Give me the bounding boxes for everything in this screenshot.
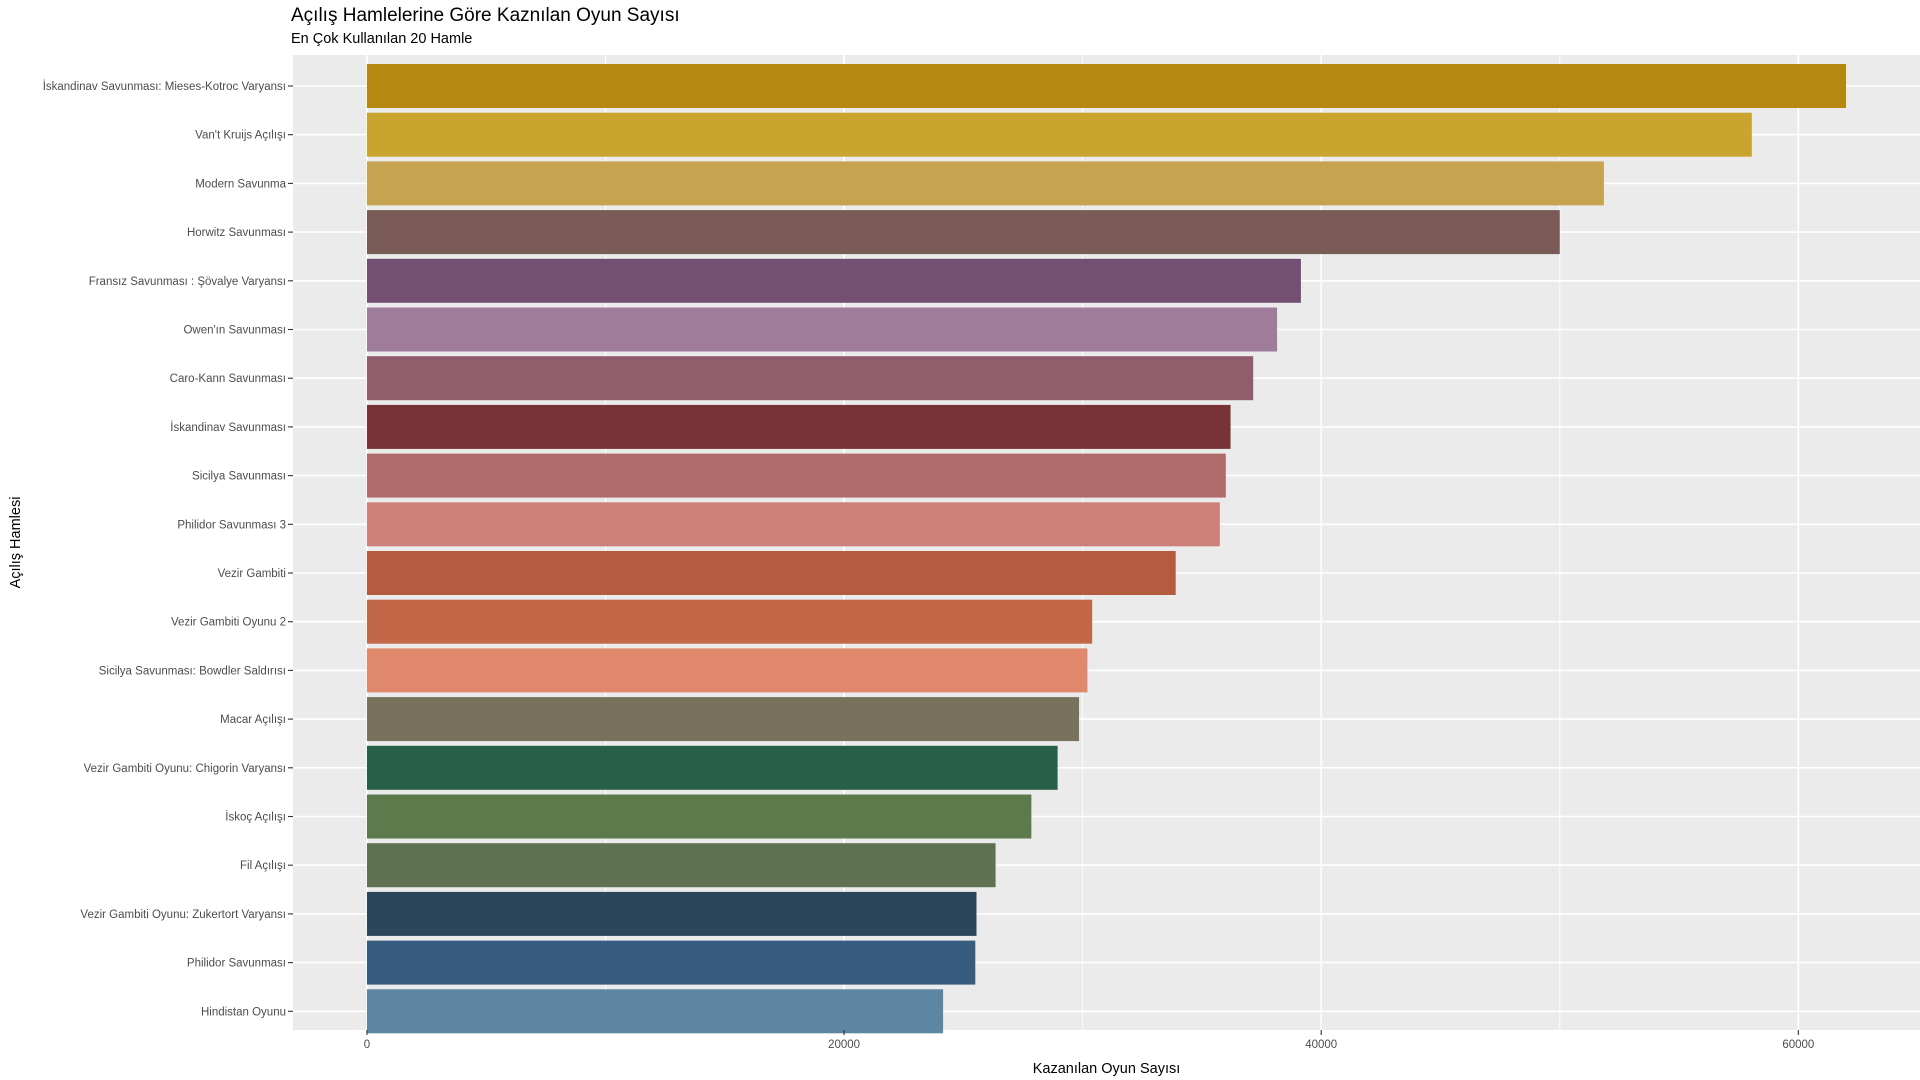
y-tick-label: Van't Kruijs Açılışı: [195, 130, 286, 142]
bar: [366, 648, 1088, 693]
y-tick-label: Fransız Savunması : Şövalye Varyansı: [89, 276, 286, 288]
chart-subtitle: En Çok Kullanılan 20 Hamle: [291, 31, 473, 47]
bar: [366, 843, 996, 888]
y-tick-label: Sicilya Savunması: [192, 471, 286, 483]
x-axis: 0 20000 40000 60000: [364, 1030, 1814, 1051]
bar: [366, 745, 1058, 790]
y-tick-label: Vezir Gambiti Oyunu: Chigorin Varyansı: [84, 763, 286, 775]
y-tick-label: Vezir Gambiti: [218, 568, 286, 580]
bar: [366, 161, 1604, 206]
y-tick-label: İskoç Açılışı: [225, 811, 286, 824]
y-tick-label: Hindistan Oyunu: [201, 1006, 286, 1018]
bar: [366, 891, 977, 936]
y-axis: İskandinav Savunması: Mieses-Kotroc Vary…: [43, 80, 293, 1018]
bar: [366, 989, 944, 1034]
bar: [366, 307, 1278, 352]
y-tick-label: Caro-Kann Savunması: [170, 373, 286, 385]
y-tick-label: Fil Açılışı: [240, 860, 286, 872]
bar: [366, 794, 1032, 839]
y-tick-label: Vezir Gambiti Oyunu 2: [171, 617, 286, 629]
chart-title: Açılış Hamlelerine Göre Kaznılan Oyun Sa…: [291, 5, 680, 26]
bar: [366, 551, 1176, 595]
y-tick-label: Philidor Savunması 3: [177, 519, 286, 531]
x-axis-title: Kazanılan Oyun Sayısı: [1033, 1061, 1181, 1077]
bar: [366, 453, 1226, 498]
y-axis-title: Açılış Hamlesi: [8, 497, 24, 589]
bar: [366, 356, 1254, 401]
y-tick-label: Modern Savunma: [195, 178, 286, 190]
bar: [366, 64, 1847, 108]
bar: [366, 112, 1752, 157]
y-tick-label: Vezir Gambiti Oyunu: Zukertort Varyansı: [80, 909, 286, 921]
bars-group: [366, 64, 1847, 1034]
bar: [366, 940, 976, 985]
x-tick-label: 20000: [828, 1039, 860, 1051]
y-tick-label: Macar Açılışı: [220, 714, 286, 726]
x-tick-label: 60000: [1782, 1039, 1814, 1051]
y-tick-label: Sicilya Savunması: Bowdler Saldırısı: [99, 665, 286, 677]
bar: [366, 697, 1080, 742]
bar: [366, 258, 1301, 303]
y-tick-label: Horwitz Savunması: [187, 227, 286, 239]
y-tick-label: İskandinav Savunması: [170, 421, 286, 434]
x-tick-label: 40000: [1305, 1039, 1337, 1051]
bar: [366, 502, 1220, 547]
x-tick-label: 0: [364, 1039, 370, 1051]
bar: [366, 404, 1231, 449]
y-tick-label: İskandinav Savunması: Mieses-Kotroc Vary…: [43, 80, 286, 93]
bar: [366, 210, 1560, 255]
bar: [366, 599, 1093, 644]
y-tick-label: Owen'ın Savunması: [183, 325, 286, 337]
y-tick-label: Philidor Savunması: [187, 958, 286, 970]
